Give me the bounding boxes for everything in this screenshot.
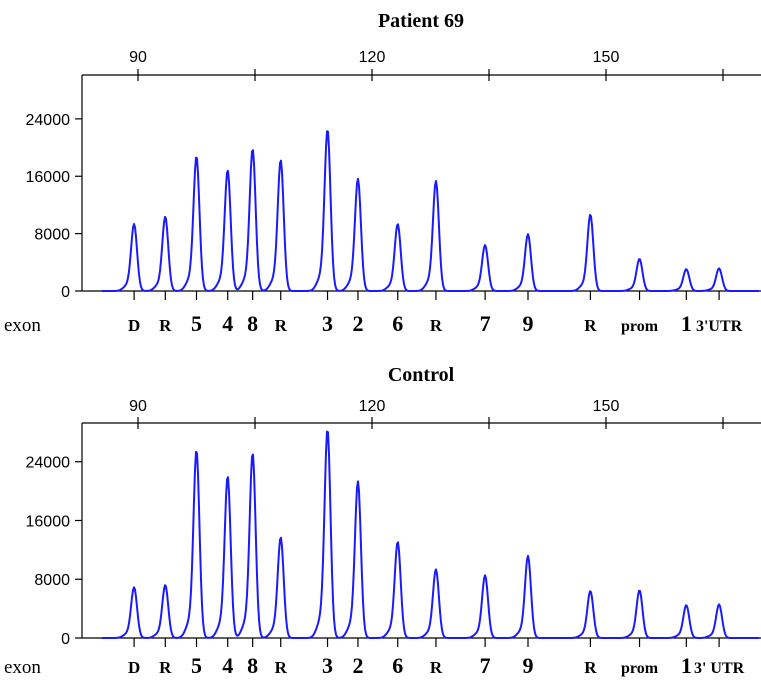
exon-label: prom (621, 318, 659, 335)
exon-label: 3'UTR (696, 318, 743, 335)
exon-label: 7 (480, 653, 491, 678)
peak-point (434, 569, 437, 572)
exon-label: R (159, 658, 172, 677)
peak-point (527, 234, 529, 237)
exon-label: 8 (247, 311, 258, 336)
peak-point (326, 431, 329, 434)
exon-label: R (159, 316, 172, 335)
exon-label: 5 (191, 653, 202, 678)
exon-label: R (275, 316, 288, 335)
y-tick-label: 24000 (26, 112, 71, 129)
exon-label: 6 (392, 311, 403, 336)
top-tick-label: 120 (359, 398, 386, 415)
exon-label: 6 (392, 653, 403, 678)
peak-point (279, 160, 282, 163)
y-tick-label: 16000 (26, 169, 71, 186)
peak-point (396, 542, 399, 545)
top-tick-label: 150 (593, 49, 620, 66)
y-tick-label: 8000 (34, 572, 70, 589)
y-tick-label: 16000 (26, 513, 71, 530)
peak-point (356, 482, 359, 485)
exon-label: 1 (681, 311, 692, 336)
panel-title: Patient 69 (378, 10, 464, 32)
exon-label: 9 (523, 311, 534, 336)
exon-label: R (584, 316, 597, 335)
y-tick-label: 0 (61, 284, 70, 301)
peak-point (589, 590, 592, 593)
peak-point (133, 587, 136, 590)
top-tick-label: 120 (359, 49, 386, 66)
exon-label: R (584, 658, 597, 677)
peak-point (589, 214, 592, 217)
signal-trace (102, 430, 759, 639)
peak-point (195, 157, 198, 160)
exon-label: 3 (322, 311, 333, 336)
top-tick-label: 90 (129, 398, 147, 415)
peak-point (356, 179, 359, 182)
exon-label: R (430, 316, 443, 335)
exon-label: 9 (523, 653, 534, 678)
exon-label: 2 (352, 311, 363, 336)
exon-label: 5 (191, 311, 202, 336)
peak-point (718, 603, 721, 606)
exon-label: D (128, 316, 140, 335)
peak-point (484, 244, 487, 247)
peak-point (133, 224, 136, 227)
peak-point (226, 170, 229, 173)
peak-point (226, 477, 229, 480)
peak-point (164, 216, 167, 219)
x-axis-label: exon (4, 657, 41, 678)
panel-title: Control (388, 364, 455, 386)
exon-label: 3 (322, 653, 333, 678)
exon-label: R (275, 658, 288, 677)
peak-point (638, 589, 641, 592)
peak-point (638, 258, 641, 261)
peak-point (396, 224, 399, 227)
top-tick-label: 90 (129, 49, 147, 66)
peak-point (527, 556, 529, 559)
x-axis-label: exon (4, 315, 41, 336)
exon-label: 8 (247, 653, 258, 678)
exon-label: 1 (681, 653, 692, 678)
peak-point (685, 604, 688, 607)
exon-label: 2 (352, 653, 363, 678)
peak-point (164, 584, 167, 587)
exon-label: 7 (480, 311, 491, 336)
signal-trace (102, 130, 759, 292)
exon-label: R (430, 658, 443, 677)
peak-point (326, 130, 329, 133)
exon-label: D (128, 658, 140, 677)
exon-label: 3' UTR (694, 660, 745, 677)
y-tick-label: 0 (61, 631, 70, 648)
peak-point (251, 454, 254, 457)
top-tick-label: 150 (593, 398, 620, 415)
peak-point (685, 268, 688, 271)
exon-label: prom (621, 660, 659, 677)
peak-point (195, 451, 198, 454)
peak-point (434, 181, 437, 184)
y-tick-label: 8000 (34, 227, 70, 244)
exon-label: 4 (222, 653, 233, 678)
y-tick-label: 24000 (26, 455, 71, 472)
peak-point (484, 575, 487, 578)
peak-point (251, 150, 254, 153)
peak-point (279, 537, 282, 540)
exon-label: 4 (222, 311, 233, 336)
peak-point (718, 267, 721, 270)
